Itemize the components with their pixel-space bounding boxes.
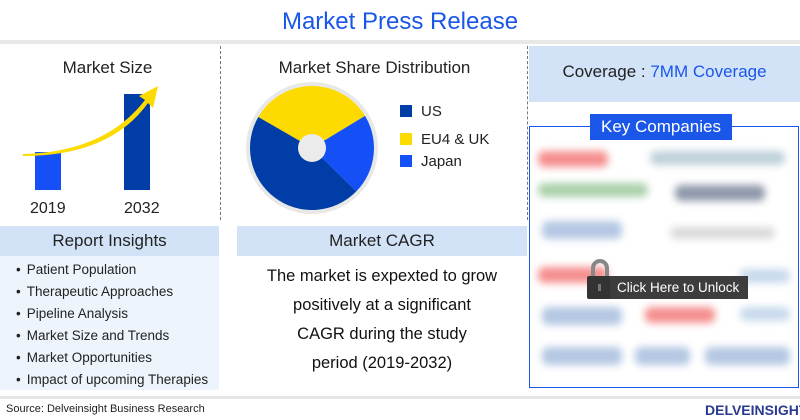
legend-swatch — [400, 105, 412, 117]
growth-arrow — [23, 86, 158, 156]
market-share-pie — [246, 82, 378, 214]
insight-item: Pipeline Analysis — [16, 303, 219, 325]
year-label: 2032 — [124, 200, 160, 217]
unlock-button[interactable]: Click Here to Unlock — [610, 276, 748, 299]
market-cagr-text: The market is expexted to grow positively… — [237, 262, 527, 378]
insight-item: Market Opportunities — [16, 347, 219, 369]
market-cagr-title: Market CAGR — [237, 226, 527, 256]
insight-item: Therapeutic Approaches — [16, 281, 219, 303]
report-insights-title: Report Insights — [0, 226, 219, 256]
insight-item: Patient Population — [16, 259, 219, 281]
pie-center — [298, 134, 326, 162]
market-share-title: Market Share Distribution — [278, 58, 471, 77]
source-text: Source: Delveinsight Business Research — [6, 403, 205, 415]
legend-swatch — [400, 155, 412, 167]
pie-slice-eu4-uk — [258, 86, 366, 148]
legend-swatch — [400, 133, 412, 145]
year-label: 2019 — [30, 200, 66, 217]
page-title: Market Press Release — [0, 0, 800, 44]
report-insights-list: Patient PopulationTherapeutic Approaches… — [0, 256, 219, 390]
pie-slice-japan — [312, 115, 374, 192]
cagr-line: period (2019-2032) — [311, 354, 453, 372]
key-companies-panel — [529, 126, 799, 388]
cagr-line: The market is expexted to grow — [266, 267, 498, 285]
pie-legend: US EU4 & UK Japan — [400, 100, 489, 172]
legend-item: Japan — [400, 150, 489, 172]
cagr-line: CAGR during the study — [297, 325, 467, 343]
lock-icon[interactable] — [586, 258, 614, 300]
insight-item: Impact of upcoming Therapies — [16, 369, 219, 391]
insight-item: Market Size and Trends — [16, 325, 219, 347]
legend-item: US — [400, 100, 489, 122]
market-size-chart — [23, 86, 158, 190]
cagr-line: positively at a significant — [293, 296, 471, 314]
market-size-title: Market Size — [62, 58, 153, 77]
divider — [527, 46, 528, 220]
divider — [220, 46, 221, 220]
coverage-box: Coverage : 7MM Coverage — [529, 46, 800, 102]
pie-slice-us — [249, 117, 357, 210]
footer: Source: Delveinsight Business Research D… — [0, 396, 800, 420]
legend-item: EU4 & UK — [400, 128, 489, 150]
bar-2032 — [124, 94, 150, 190]
delveinsight-logo: DELVEINSIGHT — [705, 402, 800, 418]
key-companies-title: Key Companies — [590, 114, 732, 140]
bar-2019 — [35, 152, 61, 190]
